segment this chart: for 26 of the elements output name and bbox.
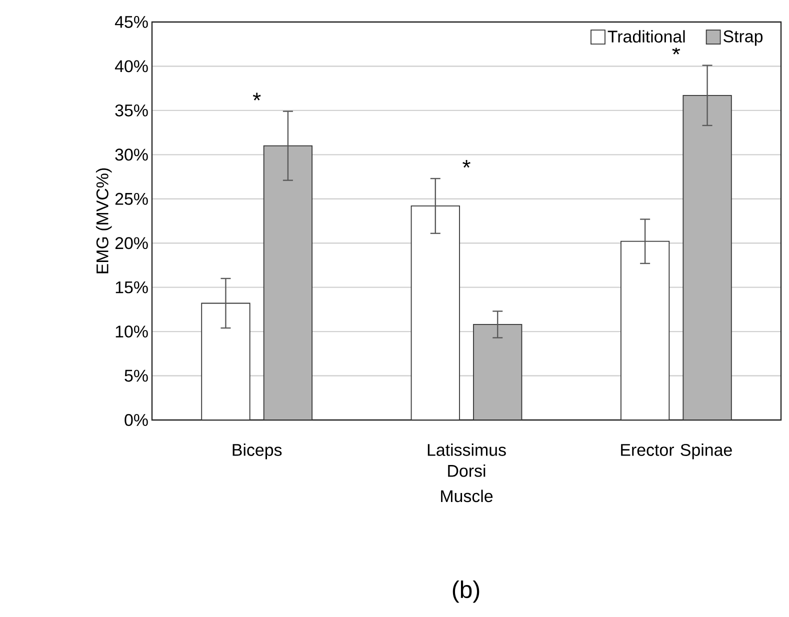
legend-label: Traditional — [608, 30, 685, 43]
y-tick-label: 45% — [114, 16, 148, 28]
text: (b) — [452, 580, 480, 603]
annotation: * — [252, 92, 261, 100]
y-tick-label: 40% — [114, 60, 148, 72]
y-axis-title: EMG (MVC%) — [96, 168, 112, 274]
legend-label: Strap — [724, 30, 763, 46]
x-tick-label: Erector Spinae — [621, 444, 732, 460]
y-tick-label: 30% — [115, 148, 148, 161]
x-tick-label: Latissimus Dorsi — [428, 444, 506, 477]
x-tick-label: Biceps — [232, 444, 282, 460]
y-tick-label: 20% — [115, 237, 148, 250]
y-tick-label: 35% — [115, 104, 148, 116]
bar — [263, 145, 313, 420]
bar — [682, 94, 732, 420]
bar — [473, 324, 522, 420]
y-tick-label: 10% — [116, 326, 148, 338]
bar — [620, 240, 670, 420]
x-axis-title: Muscle — [441, 490, 493, 502]
y-tick-label: 0% — [124, 414, 148, 426]
y-tick-label: 5% — [124, 370, 148, 382]
y-tick-label: 15% — [116, 281, 148, 294]
bar — [410, 206, 460, 420]
y-tick-label: 25% — [115, 192, 148, 205]
bar — [201, 302, 250, 420]
annotation: * — [462, 160, 470, 168]
